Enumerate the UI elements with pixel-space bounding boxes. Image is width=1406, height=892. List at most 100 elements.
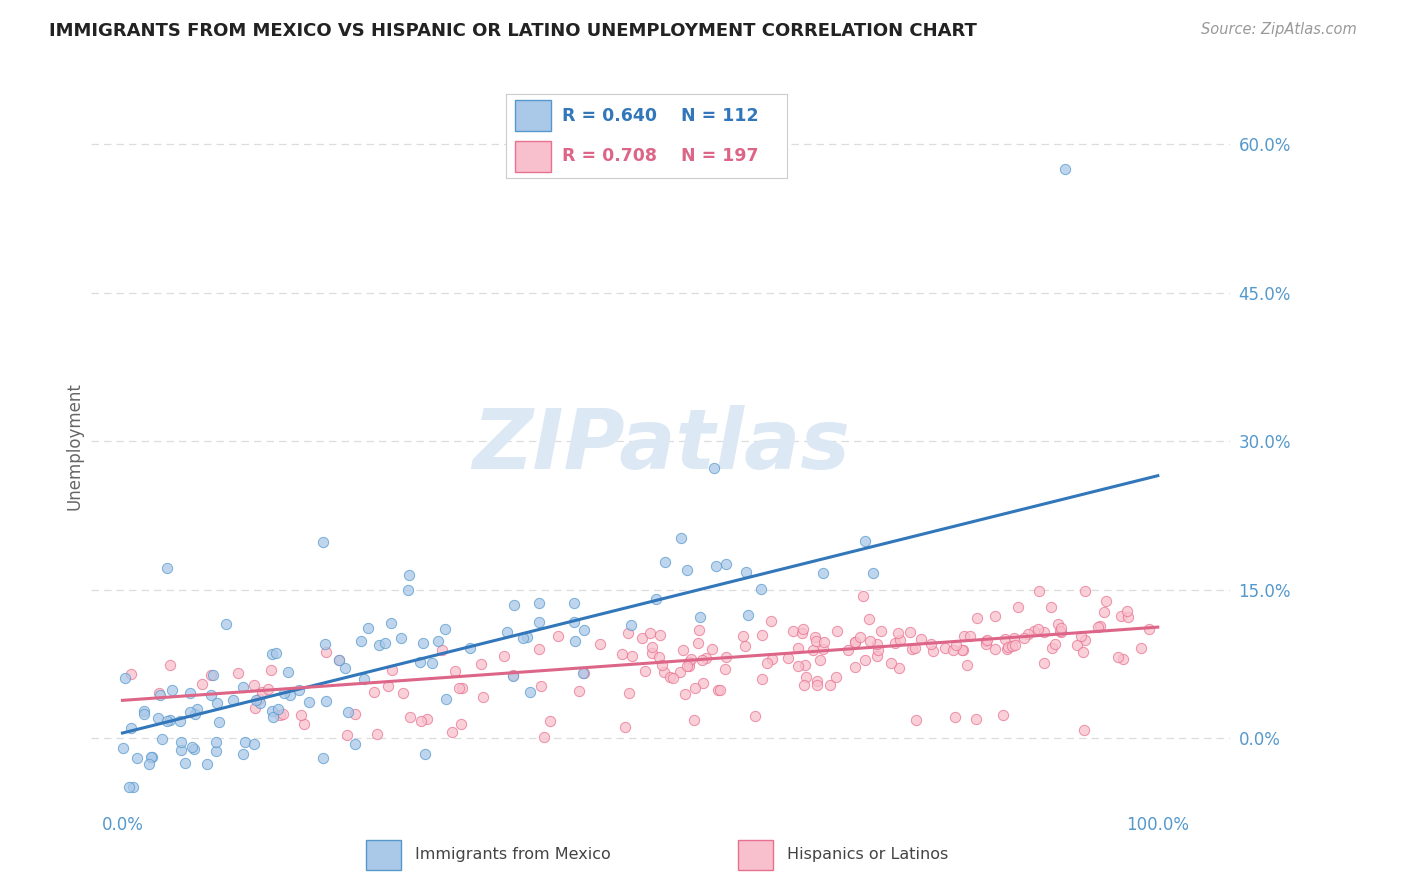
Point bbox=[288, 682, 311, 697]
Point bbox=[114, 671, 136, 685]
Point bbox=[675, 687, 697, 701]
Point bbox=[922, 644, 945, 658]
Point bbox=[195, 757, 218, 772]
Point bbox=[945, 639, 967, 653]
Point bbox=[366, 727, 388, 741]
Point bbox=[363, 685, 385, 699]
Point bbox=[1070, 629, 1092, 643]
Point bbox=[1050, 624, 1073, 639]
Point bbox=[328, 653, 350, 667]
Point bbox=[994, 632, 1017, 647]
Point bbox=[208, 714, 231, 729]
Point bbox=[648, 628, 671, 642]
Point bbox=[120, 666, 142, 681]
Point bbox=[645, 591, 668, 606]
Text: IMMIGRANTS FROM MEXICO VS HISPANIC OR LATINO UNEMPLOYMENT CORRELATION CHART: IMMIGRANTS FROM MEXICO VS HISPANIC OR LA… bbox=[49, 22, 977, 40]
FancyBboxPatch shape bbox=[738, 839, 773, 870]
Point bbox=[233, 734, 256, 748]
Text: R = 0.640    N = 112: R = 0.640 N = 112 bbox=[562, 107, 759, 125]
Point bbox=[138, 757, 160, 772]
Point bbox=[652, 665, 675, 679]
Point bbox=[205, 734, 228, 748]
Point bbox=[870, 624, 893, 638]
Point bbox=[141, 750, 163, 764]
Point bbox=[759, 614, 782, 628]
Point bbox=[959, 629, 981, 643]
Point bbox=[1028, 623, 1050, 637]
Point bbox=[159, 713, 181, 727]
Point bbox=[734, 639, 756, 653]
Point bbox=[243, 701, 266, 715]
Point bbox=[858, 612, 880, 626]
Point bbox=[450, 717, 472, 731]
Point bbox=[156, 714, 179, 729]
Point bbox=[413, 747, 436, 761]
Point bbox=[408, 655, 430, 669]
Point bbox=[184, 706, 207, 721]
Point bbox=[751, 672, 773, 686]
Point bbox=[1039, 600, 1062, 615]
Point bbox=[250, 684, 273, 698]
Point bbox=[118, 780, 141, 794]
Point bbox=[292, 717, 315, 731]
Point bbox=[191, 677, 214, 691]
Point bbox=[530, 679, 553, 693]
Point bbox=[170, 735, 193, 749]
Point bbox=[149, 688, 172, 702]
Point bbox=[617, 625, 640, 640]
Point bbox=[1001, 639, 1024, 653]
Point bbox=[262, 710, 284, 724]
Point bbox=[755, 657, 778, 671]
Point bbox=[148, 686, 170, 700]
Point bbox=[634, 665, 657, 679]
Point bbox=[852, 589, 875, 603]
Point bbox=[820, 678, 842, 692]
Point bbox=[676, 563, 699, 577]
Point bbox=[862, 566, 884, 581]
Point bbox=[380, 615, 402, 630]
Point bbox=[707, 683, 730, 698]
Point bbox=[733, 629, 755, 643]
Point bbox=[333, 661, 356, 675]
Point bbox=[910, 632, 932, 647]
Point bbox=[689, 609, 711, 624]
Point bbox=[889, 632, 911, 647]
Point bbox=[169, 714, 191, 728]
Point bbox=[943, 709, 966, 723]
Point bbox=[825, 624, 848, 638]
Point bbox=[132, 704, 155, 718]
FancyBboxPatch shape bbox=[515, 101, 551, 131]
Point bbox=[353, 672, 375, 686]
Point bbox=[749, 582, 772, 596]
Point bbox=[381, 664, 404, 678]
Point bbox=[269, 708, 291, 723]
Text: Immigrants from Mexico: Immigrants from Mexico bbox=[415, 847, 610, 862]
Point bbox=[1046, 617, 1069, 632]
Point bbox=[976, 637, 998, 651]
Point bbox=[1032, 656, 1054, 670]
Point bbox=[641, 646, 664, 660]
Point bbox=[974, 633, 997, 648]
Point bbox=[589, 636, 612, 650]
Point bbox=[942, 643, 965, 657]
Point bbox=[997, 640, 1019, 655]
Point bbox=[516, 630, 538, 644]
Point bbox=[920, 637, 942, 651]
Point bbox=[290, 707, 312, 722]
Point bbox=[315, 645, 337, 659]
Point bbox=[434, 622, 457, 636]
Point bbox=[955, 657, 977, 672]
Point bbox=[179, 686, 201, 700]
Point bbox=[704, 559, 727, 574]
Point bbox=[1017, 627, 1039, 641]
Point bbox=[562, 596, 585, 610]
Point bbox=[761, 652, 783, 666]
Point bbox=[1049, 621, 1071, 635]
Point bbox=[280, 688, 302, 702]
Point bbox=[883, 636, 905, 650]
Point bbox=[232, 747, 254, 761]
Point bbox=[853, 533, 876, 548]
Point bbox=[458, 641, 481, 656]
Point bbox=[1111, 652, 1133, 666]
Point bbox=[200, 689, 222, 703]
